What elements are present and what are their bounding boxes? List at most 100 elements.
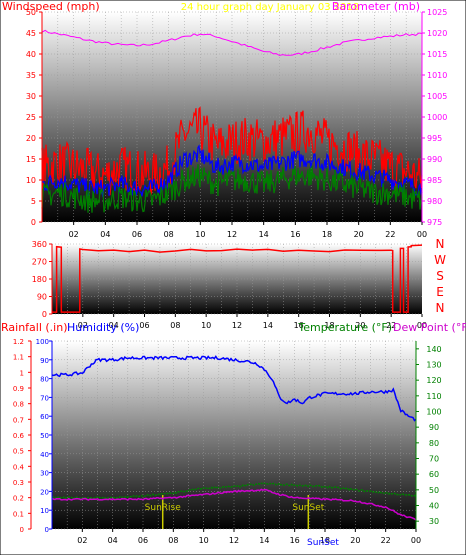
- temperature-tick-label: 80: [429, 439, 439, 448]
- sun-marker-label: SunRise: [145, 503, 182, 513]
- barometer-tick-label: 1015: [427, 50, 447, 59]
- barometer-tick-label: 1010: [427, 71, 447, 80]
- x-tick-label: 16: [290, 536, 300, 545]
- wind-average-line: [41, 144, 423, 198]
- compass-label: N: [436, 301, 445, 315]
- x-tick-label: 18: [322, 230, 332, 239]
- x-tick-label: 06: [139, 321, 149, 330]
- wind-tick-label: 20: [26, 134, 36, 143]
- x-tick-label: 14: [259, 536, 269, 545]
- wind-tick-label: 40: [26, 50, 36, 59]
- chart-title: 24 hour graph day January 03 2018: [181, 2, 359, 13]
- barometer-tick-label: 975: [427, 218, 442, 227]
- temperature-tick-label: 90: [429, 423, 439, 432]
- compass-label: W: [434, 253, 446, 267]
- temperature-tick-label: 130: [426, 361, 441, 370]
- temperature-tick-label: 110: [426, 392, 441, 401]
- wind-speed-line: [41, 164, 423, 213]
- direction-plot-area: [52, 244, 422, 314]
- compass-label: S: [436, 269, 444, 283]
- rain-tick-label: 1.1: [13, 354, 24, 362]
- x-tick-label: 14: [263, 321, 273, 330]
- bottom-sunset-label: SunSet: [307, 538, 339, 548]
- compass-label: E: [436, 285, 444, 299]
- humidity-tick-label: 80: [40, 376, 49, 384]
- wind-tick-label: 15: [26, 155, 36, 164]
- x-tick-label: 02: [69, 230, 79, 239]
- x-tick-label: 18: [320, 536, 330, 545]
- direction-tick-label: 180: [32, 275, 47, 284]
- wind-left-axis-label: Windspeed (mph): [2, 0, 100, 13]
- climate-chart: SunRise SunSet 0 0.1 0.2 0.3 0.4 0.5 0.6 0.7 0.8 0…: [1, 321, 466, 548]
- temperature-line: [51, 482, 417, 500]
- barometer-tick-label: 1025: [427, 8, 447, 17]
- rain-tick-label: 0: [20, 526, 24, 534]
- rain-tick-label: 0.4: [13, 463, 25, 471]
- rain-tick-label: 0.3: [13, 479, 24, 487]
- humidity-tick-label: 30: [40, 470, 49, 478]
- humidity-tick-label: 40: [40, 451, 49, 459]
- rain-tick-label: 0.2: [13, 495, 24, 503]
- x-tick-label: 10: [195, 230, 205, 239]
- x-tick-label: 08: [164, 230, 174, 239]
- x-tick-label: 10: [199, 536, 209, 545]
- x-tick-label: 18: [324, 321, 334, 330]
- x-tick-label: 20: [354, 230, 364, 239]
- sun-marker-label: SunSet: [292, 503, 324, 513]
- x-tick-label: 22: [385, 230, 395, 239]
- wind-tick-label: 30: [26, 92, 36, 101]
- x-tick-label: 04: [100, 230, 110, 239]
- temperature-tick-label: 70: [429, 455, 439, 464]
- rain-tick-label: 0.9: [13, 385, 24, 393]
- x-tick-label: 10: [201, 321, 211, 330]
- x-tick-label: 12: [232, 321, 242, 330]
- x-tick-label: 08: [170, 321, 180, 330]
- wind-gust-line: [41, 106, 423, 196]
- rain-tick-label: 0.1: [13, 510, 24, 518]
- barometer-tick-label: 1020: [427, 29, 447, 38]
- dewpoint-axis-label: Dew Point (°F): [393, 321, 466, 334]
- barometer-tick-label: 1005: [427, 92, 447, 101]
- wind-tick-label: 35: [26, 71, 36, 80]
- wind-tick-label: 5: [31, 197, 36, 206]
- x-tick-label: 04: [108, 536, 118, 545]
- rain-tick-label: 1.2: [13, 338, 24, 346]
- humidity-tick-label: 50: [40, 432, 49, 440]
- humidity-tick-label: 70: [40, 394, 49, 402]
- x-tick-label: 16: [294, 321, 304, 330]
- wind-right-axis-label: Barometer (mb): [332, 0, 420, 13]
- temperature-tick-label: 40: [429, 502, 439, 511]
- rain-tick-label: 1: [20, 369, 24, 377]
- rain-tick-label: 0.7: [13, 416, 24, 424]
- temperature-tick-label: 120: [426, 376, 441, 385]
- temperature-tick-label: 50: [429, 486, 439, 495]
- x-tick-label: 00: [411, 536, 421, 545]
- rain-tick-label: 0.6: [13, 432, 25, 440]
- x-tick-label: 20: [350, 536, 360, 545]
- wind-tick-label: 10: [26, 176, 36, 185]
- x-tick-label: 16: [290, 230, 300, 239]
- barometer-line: [41, 29, 423, 57]
- wind-chart: 0510152025303540455097598098599099510001…: [2, 0, 447, 239]
- x-tick-label: 22: [381, 536, 391, 545]
- humidity-tick-label: 20: [40, 488, 49, 496]
- direction-tick-label: 270: [32, 258, 47, 267]
- x-tick-label: 14: [259, 230, 269, 239]
- x-tick-label: 00: [417, 230, 427, 239]
- x-tick-label: 02: [77, 536, 87, 545]
- wind-tick-label: 25: [26, 113, 36, 122]
- direction-tick-label: 360: [32, 240, 47, 249]
- direction-tick-label: 90: [37, 293, 47, 302]
- x-tick-label: 12: [227, 230, 237, 239]
- temperature-tick-label: 60: [429, 470, 439, 479]
- wind-tick-label: 0: [31, 218, 36, 227]
- dewpoint-line: [51, 488, 417, 521]
- barometer-tick-label: 985: [427, 176, 442, 185]
- compass-label: N: [436, 237, 445, 251]
- barometer-tick-label: 980: [427, 197, 442, 206]
- temperature-axis-label: Temperature (°F): [297, 321, 392, 334]
- humidity-tick-label: 0: [45, 526, 49, 534]
- temperature-tick-label: 30: [429, 517, 439, 526]
- x-tick-label: 02: [78, 321, 88, 330]
